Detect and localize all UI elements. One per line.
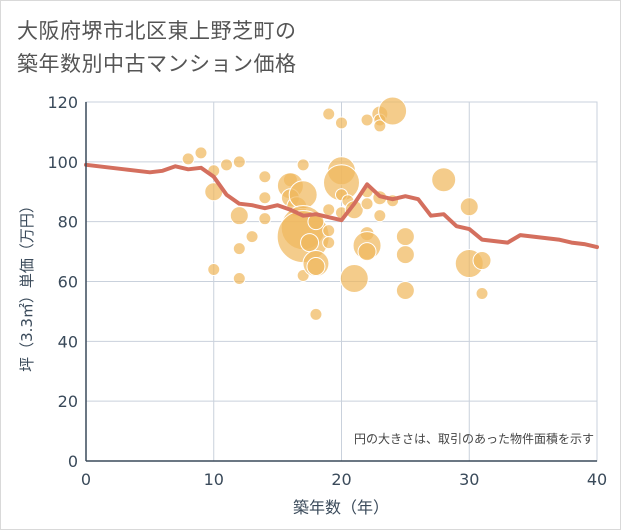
bubble-point bbox=[194, 146, 208, 160]
axes: 0 20 40 60 80 100 120 0 10 20 30 40 bbox=[47, 93, 607, 489]
bubble-point bbox=[431, 167, 457, 193]
bubble-point bbox=[258, 191, 272, 205]
bubble-point bbox=[339, 264, 369, 294]
bubble-point bbox=[360, 197, 374, 211]
bubble-point bbox=[395, 245, 415, 265]
bubble-point bbox=[357, 242, 377, 262]
bubble-point bbox=[245, 230, 259, 244]
chart-title-line-2: 築年数別中古マンション価格 bbox=[17, 52, 297, 76]
x-tick-label: 30 bbox=[459, 470, 479, 489]
trend-line-group bbox=[84, 162, 599, 250]
grid-lines bbox=[85, 101, 598, 462]
bubble-point bbox=[378, 96, 408, 126]
bubble-point bbox=[322, 203, 336, 217]
bubble-point bbox=[232, 155, 246, 169]
y-tick-label: 80 bbox=[58, 213, 78, 232]
y-tick-label: 100 bbox=[47, 153, 78, 172]
bubble-point bbox=[306, 257, 326, 277]
bubble-point bbox=[475, 286, 489, 300]
bubble-size-note: 円の大きさは、取引のあった物件面積を示す bbox=[354, 431, 594, 446]
bubble-point bbox=[232, 272, 246, 286]
bubble-point bbox=[395, 227, 415, 247]
y-tick-label: 120 bbox=[47, 93, 78, 112]
bubble-point bbox=[322, 236, 336, 250]
bubble-point bbox=[459, 197, 479, 217]
bubble-point bbox=[322, 107, 336, 121]
x-axis-label: 築年数（年） bbox=[293, 498, 389, 517]
bubble-point bbox=[207, 263, 221, 277]
average-price-line bbox=[84, 162, 599, 250]
bubble-point bbox=[472, 251, 492, 271]
y-tick-label: 20 bbox=[58, 392, 78, 411]
x-tick-label: 0 bbox=[81, 470, 91, 489]
bubble-point bbox=[300, 233, 320, 253]
bubble-series bbox=[181, 96, 492, 321]
bubble-point bbox=[296, 158, 310, 172]
bubble-point bbox=[373, 119, 387, 133]
bubble-point bbox=[373, 209, 387, 223]
y-tick-label: 60 bbox=[58, 273, 78, 292]
bubble-point bbox=[322, 224, 336, 238]
bubble-point bbox=[258, 170, 272, 184]
bubble-point bbox=[229, 206, 249, 226]
y-tick-label: 40 bbox=[58, 332, 78, 351]
bubble-point bbox=[258, 212, 272, 226]
bubble-point bbox=[335, 116, 348, 130]
chart-title-line-1: 大阪府堺市北区東上野芝町の bbox=[17, 19, 297, 43]
bubble-point bbox=[232, 242, 246, 256]
y-tick-label: 0 bbox=[68, 452, 78, 471]
bubble-point bbox=[309, 307, 323, 321]
bubble-point bbox=[360, 113, 374, 127]
bubble-point bbox=[395, 280, 415, 300]
chart-title: 大阪府堺市北区東上野芝町の 築年数別中古マンション価格 bbox=[17, 15, 297, 81]
x-tick-label: 40 bbox=[587, 470, 607, 489]
x-tick-label: 10 bbox=[204, 470, 224, 489]
bubble-point bbox=[220, 158, 234, 172]
y-axis-label: 坪（3.3㎡）単価（万円） bbox=[18, 198, 36, 372]
bubble-point bbox=[181, 152, 195, 166]
x-tick-label: 20 bbox=[331, 470, 351, 489]
bubble-point bbox=[288, 180, 318, 210]
